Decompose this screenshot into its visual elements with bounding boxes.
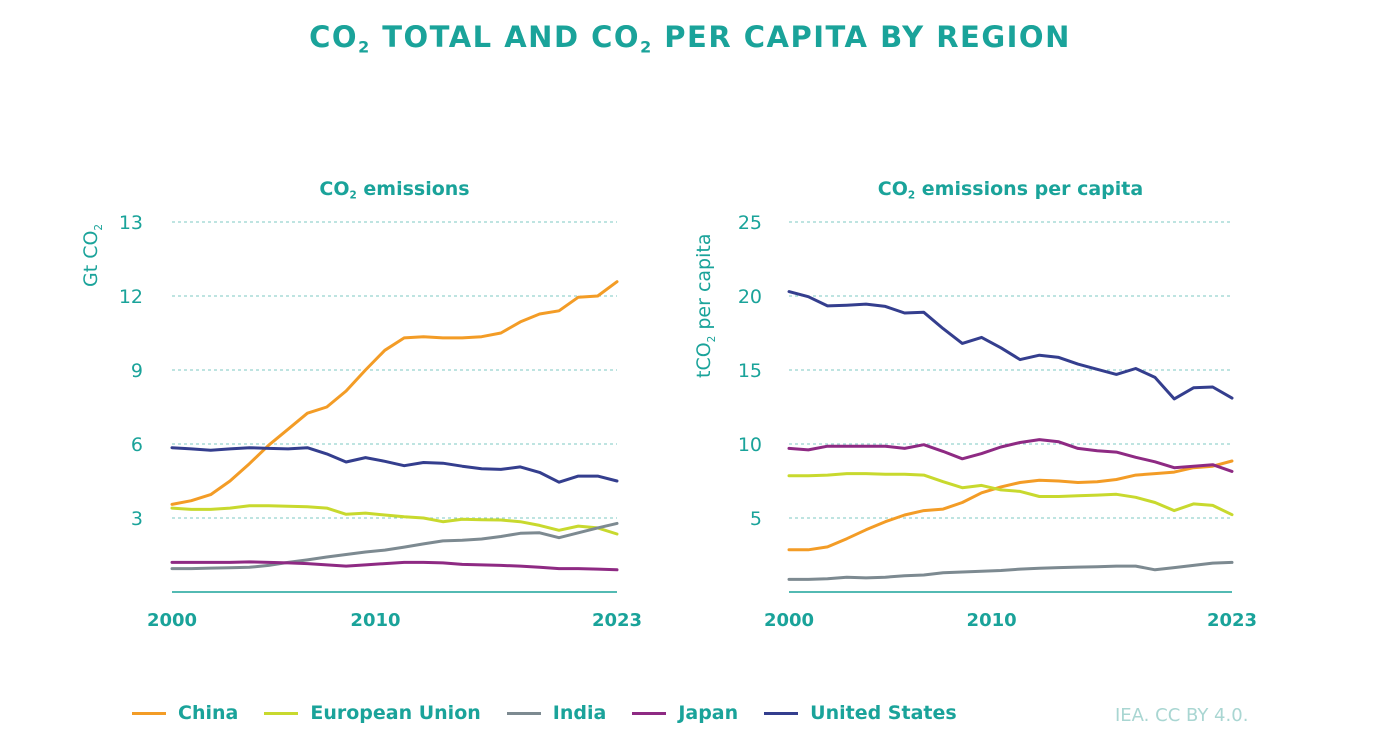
series-line-china	[170, 280, 619, 506]
legend-swatch	[506, 711, 541, 715]
legend-label: Japan	[678, 702, 739, 724]
series-line-european-union	[170, 504, 619, 536]
y-tick-label: 15	[738, 360, 762, 382]
title-subscript: 2	[640, 37, 653, 57]
left-chart-title: CO2 emissions	[172, 178, 617, 202]
legend-swatch	[264, 711, 299, 715]
legend-label: European Union	[310, 702, 481, 724]
series-line-india	[170, 521, 619, 571]
legend-item-india: India	[506, 702, 607, 724]
y-tick-label: 20	[738, 286, 762, 308]
title-part: emissions per capita	[915, 178, 1144, 200]
y-tick-label: 3	[131, 508, 143, 530]
title-part: PER CAPITA BY REGION	[652, 20, 1071, 54]
legend: China European Union India Japan United …	[132, 702, 957, 724]
series-line-china	[787, 459, 1234, 552]
y-tick-label: 5	[750, 508, 762, 530]
title-part: TOTAL AND CO	[370, 20, 641, 54]
title-subscript: 2	[907, 189, 916, 202]
legend-label: United States	[810, 702, 957, 724]
main-title: CO2 TOTAL AND CO2 PER CAPITA BY REGION	[0, 20, 1380, 57]
legend-label: China	[178, 702, 239, 724]
title-part: CO	[877, 178, 908, 200]
legend-item-eu: European Union	[264, 702, 481, 724]
x-tick-label: 2000	[764, 610, 814, 631]
title-part: CO	[309, 20, 359, 54]
x-tick-label: 2000	[147, 610, 197, 631]
x-tick-label: 2023	[592, 610, 642, 631]
title-subscript: 2	[358, 37, 371, 57]
title-subscript: 2	[349, 189, 357, 202]
x-tick-label: 2023	[1207, 610, 1257, 631]
credit: IEA. CC BY 4.0.	[1115, 705, 1249, 726]
title-part: emissions	[356, 178, 470, 200]
series-line-japan	[170, 560, 619, 572]
series-line-india	[787, 560, 1234, 581]
right-chart-title: CO2 emissions per capita	[789, 178, 1232, 202]
legend-swatch	[132, 711, 166, 715]
series-line-united-states	[787, 290, 1234, 401]
y-tick-label: 25	[738, 212, 762, 234]
y-tick-label: 9	[131, 360, 143, 382]
x-tick-label: 2010	[350, 610, 400, 631]
title-part: CO	[319, 178, 350, 200]
legend-item-china: China	[132, 702, 238, 724]
y-tick-label: 12	[119, 286, 143, 308]
legend-item-us: United States	[764, 702, 957, 724]
legend-label: India	[552, 702, 607, 724]
legend-item-japan: Japan	[632, 702, 738, 724]
x-tick-label: 2010	[967, 610, 1017, 631]
series-line-united-states	[170, 446, 619, 484]
legend-swatch	[632, 711, 667, 715]
legend-swatch	[764, 711, 799, 715]
y-tick-label: 13	[119, 212, 143, 234]
y-tick-label: 6	[131, 434, 143, 456]
series-line-japan	[787, 438, 1234, 473]
series-line-european-union	[787, 472, 1234, 517]
y-tick-label: 10	[738, 434, 762, 456]
